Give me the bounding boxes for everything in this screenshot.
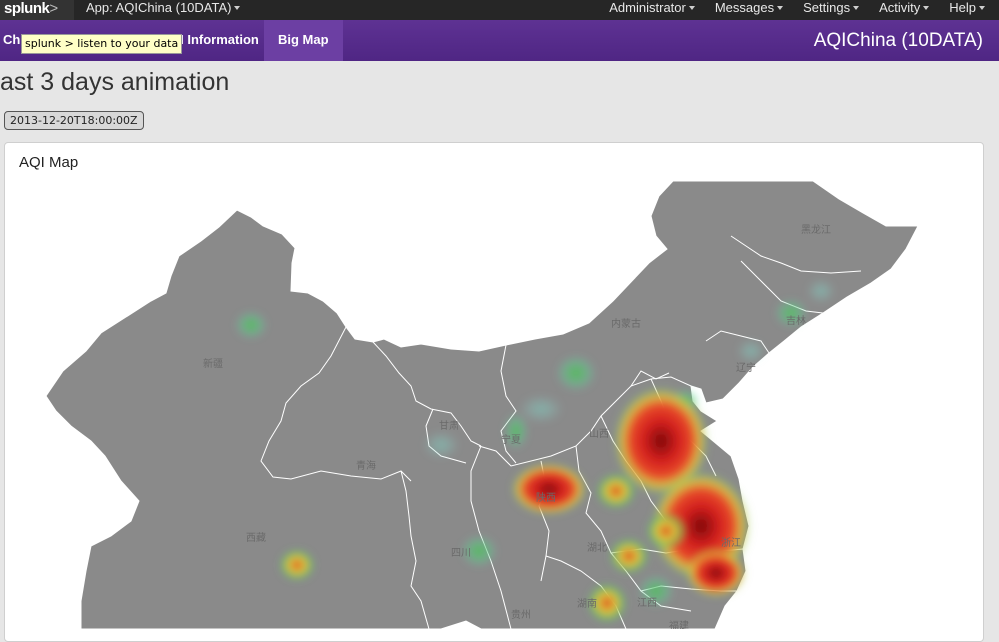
nav-item-big-map[interactable]: Big Map — [264, 20, 343, 61]
nav-item-aqi-information[interactable]: QI Information — [170, 32, 259, 47]
province-label: 黑龙江 — [801, 223, 831, 236]
chevron-down-icon — [688, 5, 695, 10]
menu-administrator[interactable]: Administrator — [609, 0, 695, 15]
user-menus: Administrator Messages Settings Activity… — [609, 0, 985, 15]
province-label: 山西 — [589, 428, 609, 440]
province-label: 青海 — [356, 459, 376, 472]
province-label: 四川 — [451, 548, 471, 559]
province-label: 浙江 — [721, 537, 741, 549]
splunk-logo[interactable]: splunk> — [0, 0, 74, 20]
province-label: 贵州 — [511, 608, 531, 621]
chevron-down-icon — [234, 5, 241, 10]
chevron-down-icon — [777, 5, 784, 10]
menu-messages[interactable]: Messages — [714, 0, 784, 15]
top-bar: splunk> App: AQIChina (10DATA) Administr… — [0, 0, 999, 20]
menu-help[interactable]: Help — [949, 0, 985, 15]
map-panel: AQI Map — [4, 142, 984, 642]
menu-label: Settings — [803, 0, 851, 15]
menu-label: Administrator — [609, 0, 686, 15]
province-label: 西藏 — [246, 532, 266, 544]
menu-label: Messages — [714, 0, 775, 15]
logo-text: splunk — [4, 0, 50, 17]
chevron-down-icon — [853, 5, 860, 10]
province-label: 陕西 — [536, 491, 556, 504]
app-title: AQIChina (10DATA) — [813, 30, 983, 51]
app-menu[interactable]: App: AQIChina (10DATA) — [86, 0, 241, 15]
chevron-down-icon — [979, 5, 985, 10]
province-label: 辽宁 — [736, 361, 756, 374]
menu-label: Help — [949, 0, 976, 15]
menu-activity[interactable]: Activity — [879, 0, 930, 15]
panel-title: AQI Map — [19, 154, 79, 171]
app-menu-label: App: AQIChina (10DATA) — [86, 0, 232, 15]
menu-settings[interactable]: Settings — [803, 0, 860, 15]
province-label: 内蒙古 — [611, 317, 641, 330]
page-title: ast 3 days animation — [0, 68, 230, 96]
menu-label: Activity — [879, 0, 921, 15]
aqi-heat-layer — [235, 279, 835, 623]
province-label: 甘肃 — [439, 419, 459, 432]
tooltip: splunk > listen to your data — [21, 34, 183, 54]
china-heat-map[interactable]: 黑龙江 吉林 内蒙古 辽宁 新疆 甘肃 宁夏 山西 青海 西藏 四川 湖北 江西… — [4, 142, 984, 629]
timestamp-badge: 2013-12-20T18:00:00Z — [4, 111, 144, 130]
chevron-down-icon — [923, 5, 930, 10]
province-label: 宁夏 — [501, 433, 521, 446]
province-label: 新疆 — [203, 357, 223, 370]
province-label: 吉林 — [786, 314, 806, 327]
province-label: 江西 — [637, 597, 657, 609]
province-label: 湖北 — [587, 542, 607, 554]
logo-mark: > — [49, 0, 58, 17]
province-label: 湖南 — [577, 597, 597, 610]
province-labels: 黑龙江 吉林 内蒙古 辽宁 新疆 甘肃 宁夏 山西 青海 西藏 四川 湖北 江西… — [203, 223, 831, 629]
nav-item-first[interactable]: Chi — [3, 32, 24, 47]
province-label: 福建 — [669, 619, 689, 629]
